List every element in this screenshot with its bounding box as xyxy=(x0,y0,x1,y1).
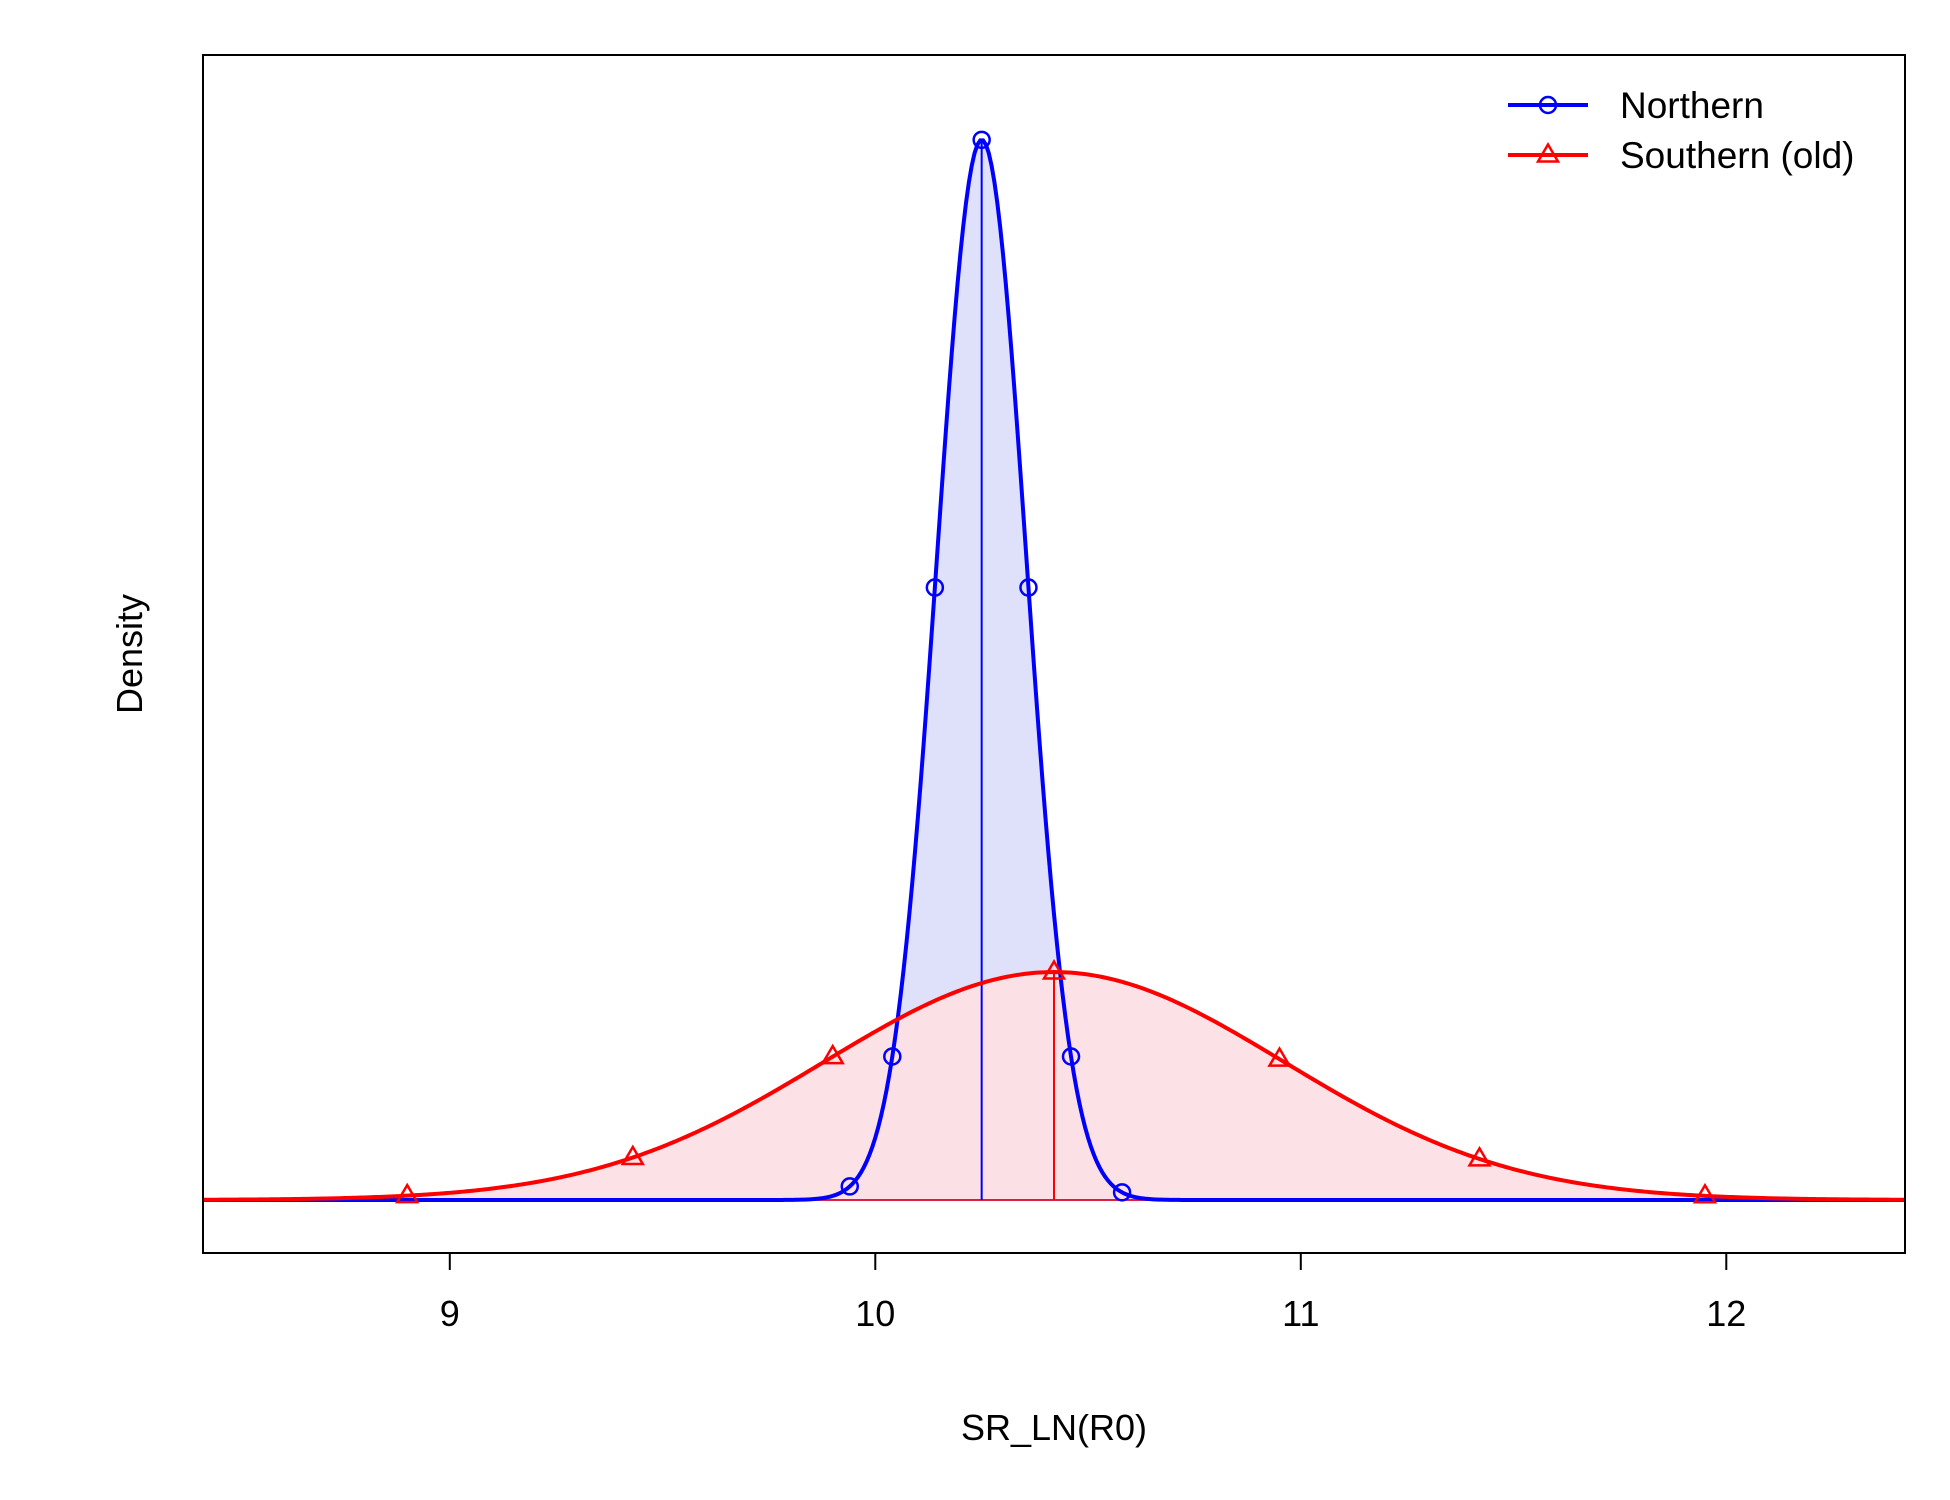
x-tick-label: 12 xyxy=(1706,1293,1746,1334)
northern-point xyxy=(840,1177,860,1196)
northern-point xyxy=(925,578,945,597)
southern-old-point xyxy=(1041,959,1067,980)
x-axis: 9 10 11 12 xyxy=(440,1253,1746,1334)
plot-frame xyxy=(202,54,1906,1254)
northern-interval-fill xyxy=(849,139,1123,1200)
y-axis-label: Density xyxy=(109,594,150,714)
legend-item-northern: Northern xyxy=(1508,85,1764,126)
legend-item-southern-old: Southern (old) xyxy=(1508,135,1854,176)
legend: Northern Southern (old) xyxy=(1508,85,1854,176)
x-tick-label: 10 xyxy=(855,1293,895,1334)
southern-old-point xyxy=(1467,1145,1492,1167)
southern-old-point xyxy=(1267,1046,1292,1067)
legend-marker xyxy=(1535,142,1561,163)
southern-old-point xyxy=(395,1182,420,1204)
northern-point xyxy=(1061,1047,1081,1066)
x-tick-label: 9 xyxy=(440,1293,460,1334)
legend-label: Northern xyxy=(1620,85,1764,126)
x-tick-label: 11 xyxy=(1282,1293,1319,1334)
southern-old-point xyxy=(620,1144,645,1166)
southern-old-density-line xyxy=(203,970,1905,1202)
northern-point xyxy=(883,1047,902,1066)
plot-area xyxy=(203,130,1905,1204)
southern-old-point xyxy=(1692,1182,1718,1204)
x-axis-label: SR_LN(R0) xyxy=(961,1407,1147,1448)
southern-old-point xyxy=(820,1043,845,1065)
northern-point xyxy=(1019,578,1038,597)
northern-point xyxy=(972,130,991,150)
northern-density-line xyxy=(203,138,1905,1202)
northern-point xyxy=(1112,1183,1132,1202)
legend-marker xyxy=(1538,95,1558,115)
southern-old-interval-fill xyxy=(407,972,1706,1200)
legend-label: Southern (old) xyxy=(1620,135,1854,176)
